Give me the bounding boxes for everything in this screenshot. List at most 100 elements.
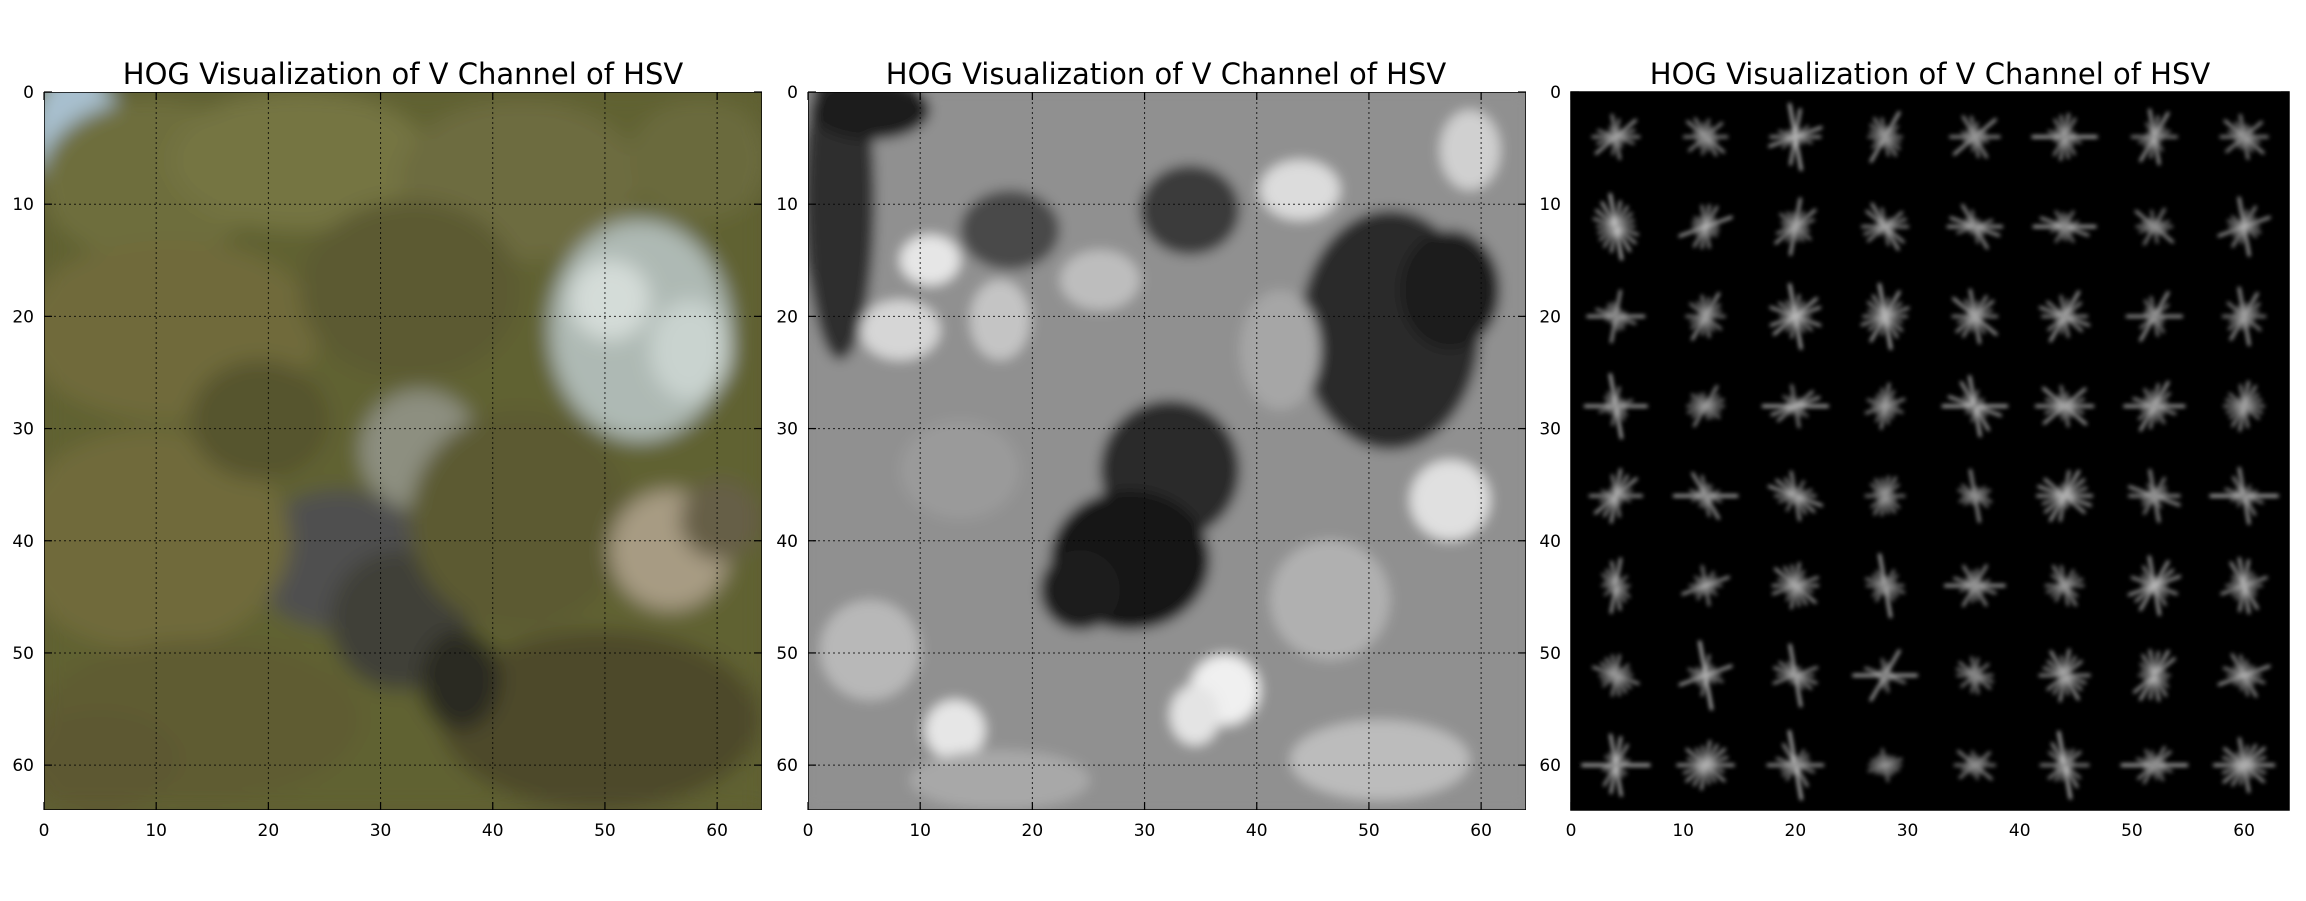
- hog-cell: [1672, 472, 1739, 520]
- hog-orientation-line: [2228, 309, 2260, 323]
- hog-cell: [2036, 469, 2094, 522]
- hog-orientation-line: [2127, 574, 2181, 597]
- y-tick-label: 60: [776, 756, 798, 776]
- hog-cell: [2220, 557, 2268, 615]
- hog-cell: [1600, 557, 1631, 614]
- y-tick-label: 20: [12, 307, 34, 327]
- hog-cell: [1852, 649, 1919, 702]
- y-tick-label: 30: [776, 420, 798, 440]
- hog-orientation-line: [2230, 489, 2259, 502]
- y-tick-label: 40: [1539, 532, 1561, 552]
- hog-orientation-line: [1598, 398, 1634, 414]
- hog-orientation-line: [1771, 576, 1819, 596]
- image-middle: [808, 92, 1526, 810]
- hog-cell: [1941, 375, 2009, 438]
- x-tick-label: 30: [370, 821, 392, 841]
- y-tick-label: 0: [1550, 83, 1561, 103]
- x-tick-label: 50: [2121, 821, 2143, 841]
- y-tick-label: 10: [1539, 195, 1561, 215]
- chart-title-left: HOG Visualization of V Channel of HSV: [123, 57, 684, 91]
- hog-cell: [2219, 113, 2269, 160]
- hog-orientation-line: [1873, 131, 1898, 143]
- hog-orientation-line: [1596, 128, 1636, 145]
- hog-cell: [2209, 466, 2279, 525]
- hog-cell: [1761, 384, 1829, 429]
- hog-orientation-line: [1875, 491, 1895, 501]
- hog-orientation-line: [1689, 309, 1722, 324]
- hog-orientation-line: [2041, 486, 2088, 506]
- hog-cell: [2128, 468, 2181, 523]
- y-tick-label: 40: [776, 532, 798, 552]
- hog-orientation-line: [1864, 397, 1906, 415]
- hog-cell: [1949, 115, 2001, 159]
- hog-orientation-line: [1775, 218, 1815, 235]
- y-tick-label: 50: [1539, 644, 1561, 664]
- hog-cell: [2223, 380, 2266, 432]
- hog-orientation-line: [2052, 131, 2077, 143]
- hog-orientation-line: [2217, 664, 2271, 686]
- hog-cell: [2125, 291, 2184, 342]
- hog-cell: [1769, 283, 1822, 350]
- hog-cell: [1678, 204, 1733, 250]
- hog-cell: [1766, 730, 1825, 801]
- hog-orientation-line: [1860, 306, 1910, 327]
- y-tick-label: 10: [776, 195, 798, 215]
- hog-orientation-line: [1957, 308, 1993, 324]
- y-tick-label: 20: [776, 307, 798, 327]
- hog-orientation-line: [2234, 132, 2255, 142]
- hog-orientation-line: [1772, 666, 1819, 685]
- chart-title-middle: HOG Visualization of V Channel of HSV: [886, 57, 1447, 91]
- hog-cell: [1685, 292, 1726, 341]
- hog-cell: [2032, 210, 2097, 243]
- x-tick-label: 50: [594, 821, 616, 841]
- hog-orientation-line: [1606, 581, 1625, 590]
- hog-orientation-line: [1778, 488, 1813, 504]
- hog-cell: [2039, 290, 2091, 343]
- hog-orientation-line: [1960, 759, 1989, 772]
- hog-orientation-line: [2044, 397, 2085, 415]
- hog-cell: [1772, 643, 1819, 708]
- y-tick-label: 10: [12, 195, 34, 215]
- hog-orientation-line: [1695, 132, 1717, 142]
- y-tick-label: 30: [1539, 420, 1561, 440]
- hog-orientation-line: [2057, 671, 2073, 680]
- hog-cell: [2217, 196, 2271, 257]
- hog-orientation-line: [1967, 671, 1983, 680]
- y-tick-label: 30: [12, 420, 34, 440]
- hog-orientation-line: [1873, 580, 1898, 591]
- hog-orientation-line: [2142, 670, 2167, 681]
- hog-cell: [1955, 656, 1994, 695]
- hog-orientation-line: [1768, 126, 1823, 148]
- hog-orientation-line: [1601, 758, 1631, 772]
- hog-cell: [2034, 384, 2095, 428]
- hog-orientation-line: [2140, 400, 2169, 413]
- x-tick-label: 30: [1134, 821, 1156, 841]
- hog-cell: [2217, 653, 2271, 698]
- hog-orientation-line: [2143, 760, 2166, 771]
- hog-cell: [2038, 648, 2091, 703]
- hog-orientation-line: [1867, 757, 1903, 773]
- hog-cell: [1681, 565, 1730, 607]
- hog-cell: [2134, 207, 2174, 246]
- hog-orientation-line: [1962, 131, 1988, 143]
- y-tick-label: 60: [12, 756, 34, 776]
- hog-cell: [1583, 373, 1648, 440]
- hog-cell: [1943, 564, 2006, 607]
- hog-orientation-line: [2225, 398, 2263, 414]
- hog-orientation-line: [1681, 575, 1730, 596]
- x-tick-label: 10: [145, 821, 167, 841]
- hog-cell: [1867, 748, 1903, 783]
- x-tick-label: 50: [1358, 821, 1380, 841]
- hog-cell: [1864, 475, 1906, 517]
- x-tick-label: 0: [39, 821, 50, 841]
- hog-cell: [1581, 733, 1651, 797]
- y-tick-label: 0: [23, 83, 34, 103]
- hog-orientation-line: [2220, 576, 2268, 596]
- axes-left: 0 10 20 30 40 50 60 0 10 20 30 40 50 60: [12, 83, 762, 841]
- hog-cell: [2031, 112, 2098, 161]
- hog-orientation-line: [2221, 756, 2267, 775]
- hog-orientation-line: [1877, 671, 1893, 680]
- hog-cell: [2221, 286, 2267, 346]
- x-tick-label: 40: [2009, 821, 2031, 841]
- hog-orientation-line: [1599, 488, 1633, 503]
